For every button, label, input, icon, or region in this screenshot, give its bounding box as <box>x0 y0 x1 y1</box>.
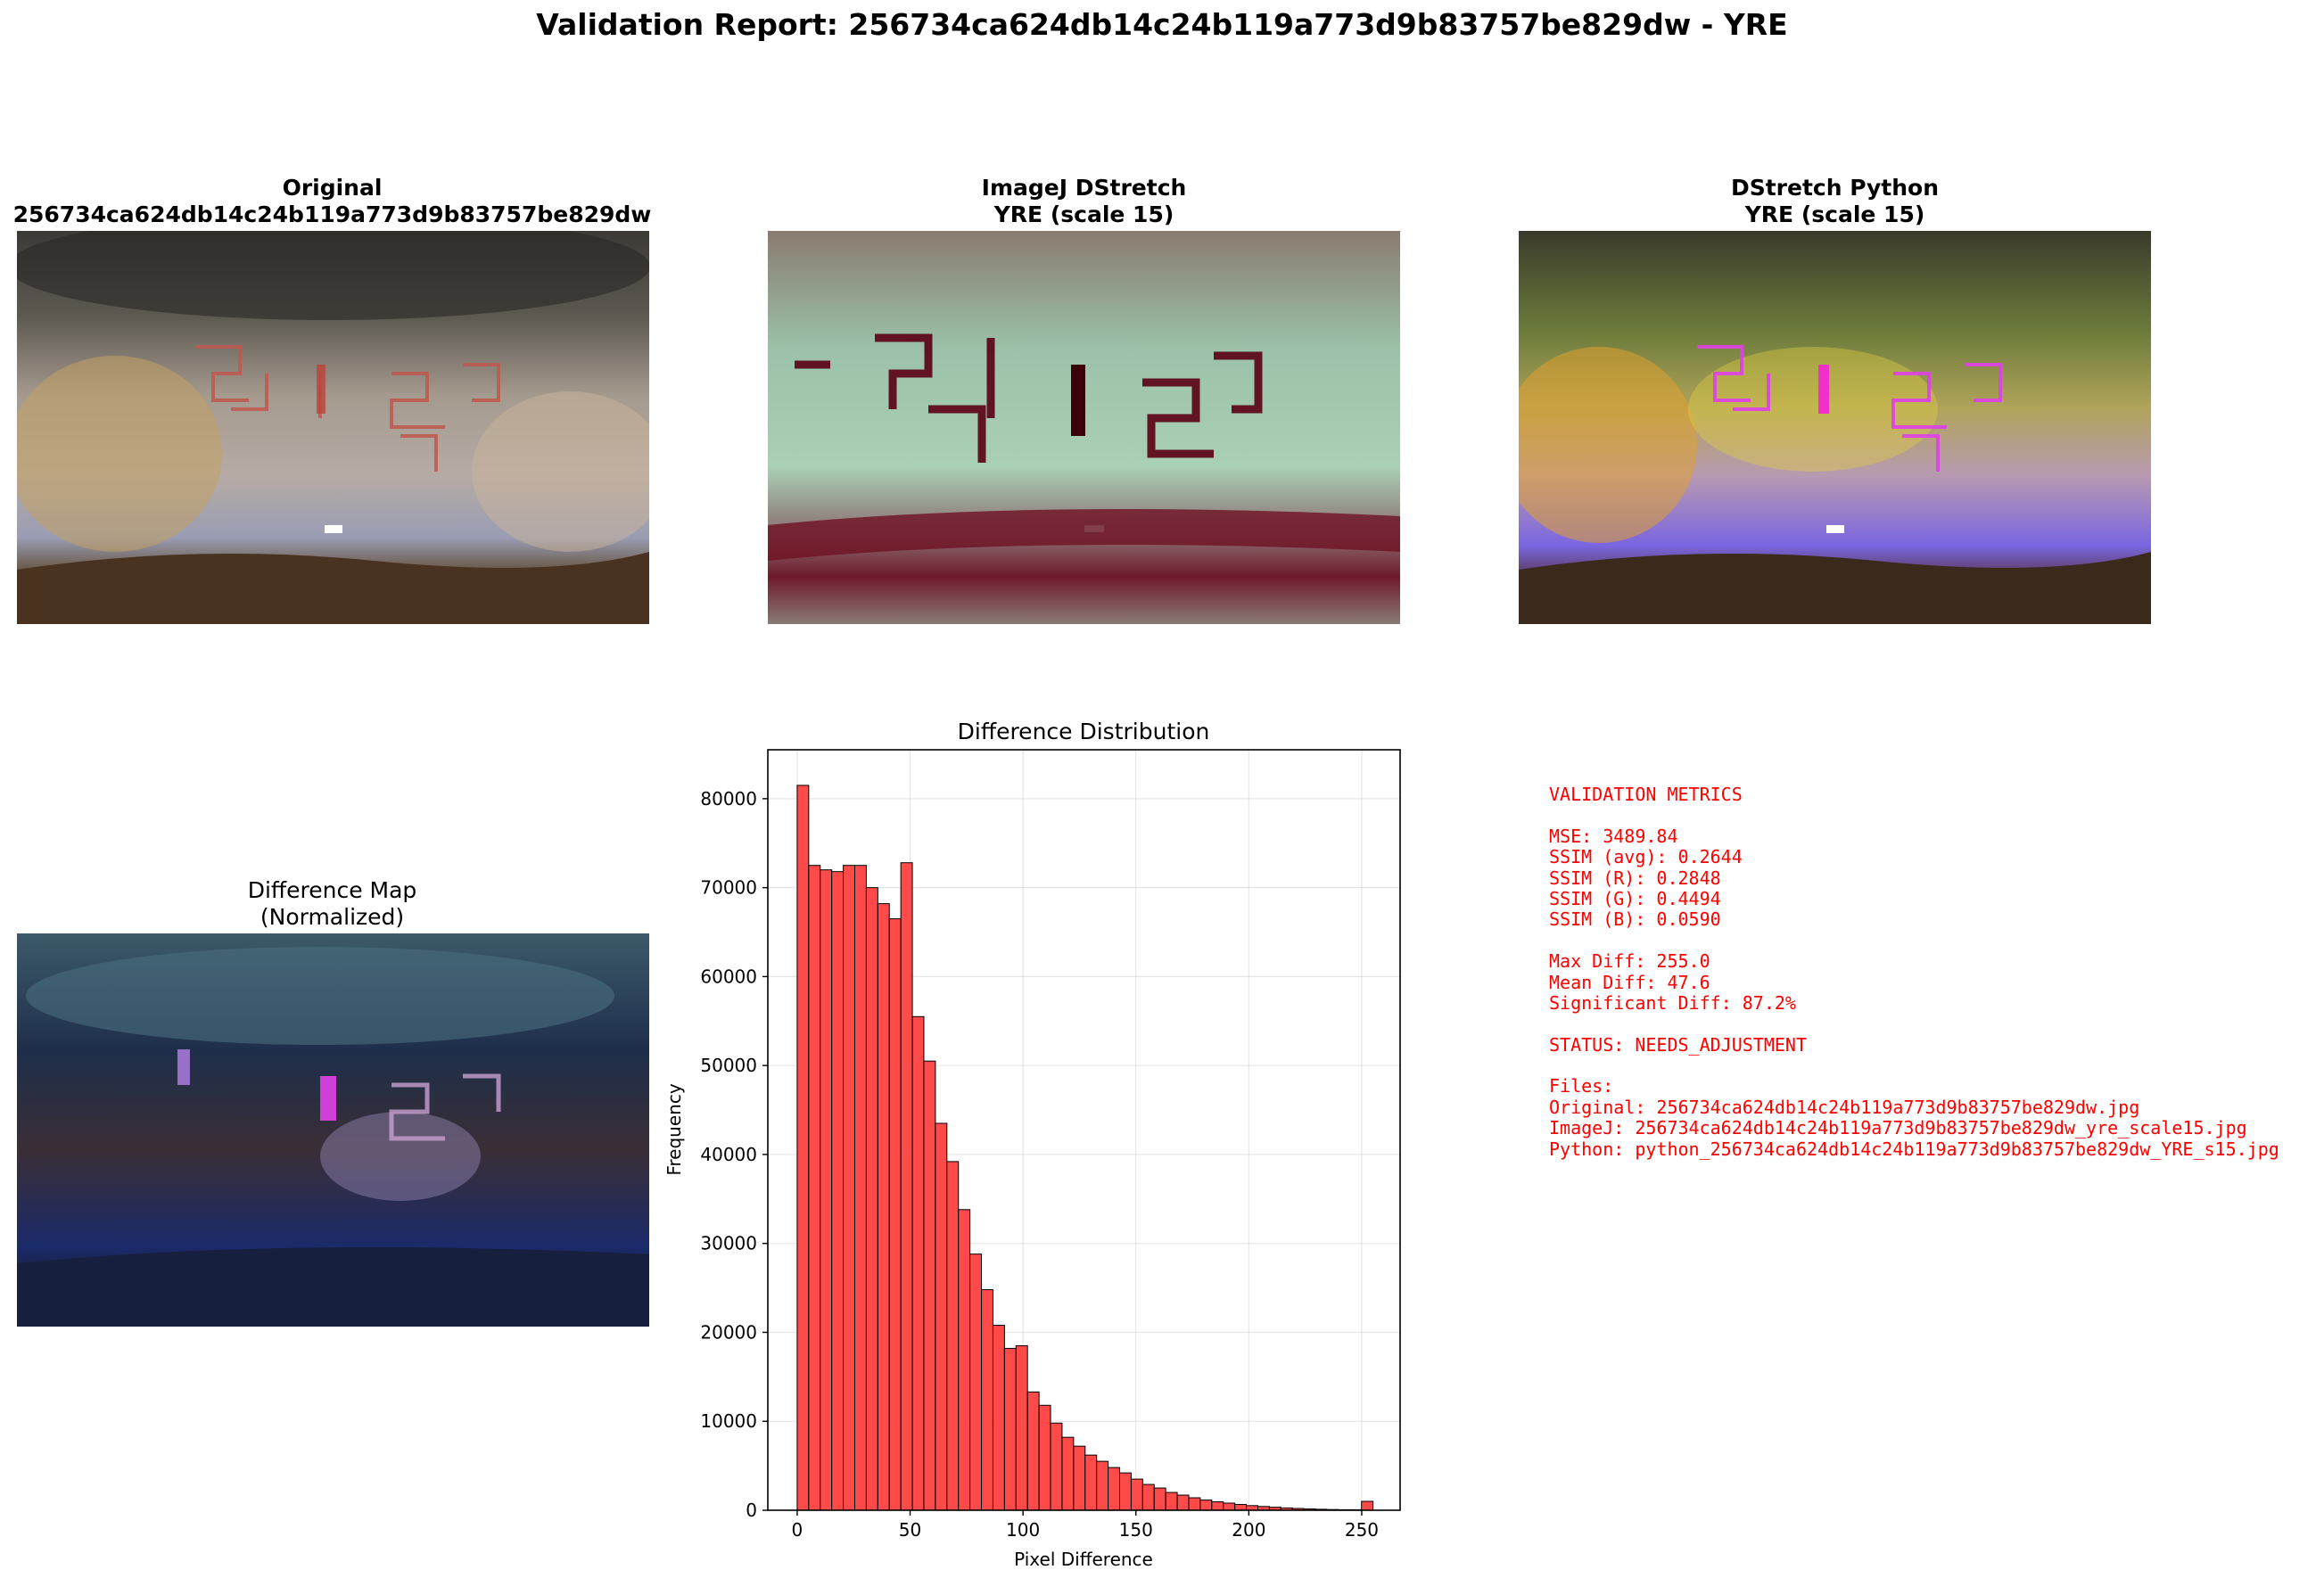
histogram-bar <box>1108 1467 1121 1511</box>
difference-histogram: Difference Distribution 0 50 100 150 200 250 … <box>663 719 1401 1570</box>
y-tick-label: 60000 <box>700 966 757 987</box>
metric-line: Significant Diff: 87.2% <box>1549 991 1796 1014</box>
histogram-bar <box>992 1324 1005 1511</box>
python-title-line1: DStretch Python <box>1730 175 1940 201</box>
histogram-bar <box>820 869 833 1511</box>
metric-line: SSIM (G): 0.4494 <box>1549 887 1721 909</box>
histogram-bar <box>1141 1483 1155 1511</box>
metric-line: Original: 256734ca624db14c24b119a773d9b8… <box>1549 1096 2140 1118</box>
y-tick-label: 20000 <box>700 1321 757 1343</box>
histogram-bar <box>1015 1344 1028 1511</box>
y-tick-label: 0 <box>746 1500 757 1521</box>
metric-line <box>1549 1056 2279 1076</box>
difference-map-image <box>17 933 649 1327</box>
original-title-line1: Original <box>282 175 383 201</box>
metric-line: ImageJ: 256734ca624db14c24b119a773d9b837… <box>1549 1117 2247 1139</box>
y-tick-label: 70000 <box>700 877 757 899</box>
histogram-bar <box>958 1209 971 1511</box>
histogram-bar <box>1199 1500 1213 1511</box>
histogram-bar <box>900 862 913 1511</box>
histogram-bar <box>935 1122 948 1511</box>
plot-frame <box>767 749 1401 1511</box>
histogram-bar <box>1038 1404 1051 1511</box>
histogram-bar <box>1165 1492 1178 1511</box>
metric-line: Python: python_256734ca624db14c24b119a77… <box>1549 1138 2279 1160</box>
imagej-panel-title: ImageJ DStretch YRE (scale 15) <box>752 175 1416 228</box>
y-tick-label: 50000 <box>700 1055 757 1076</box>
x-tick-label: 200 <box>1232 1519 1265 1541</box>
histogram-bar <box>1073 1445 1086 1511</box>
python-image <box>1519 231 2151 624</box>
metric-line <box>1549 1014 2279 1034</box>
histogram-bar <box>1061 1436 1075 1511</box>
histogram-bar <box>1096 1460 1109 1511</box>
histogram-bar <box>865 887 878 1511</box>
y-tick-label: 30000 <box>700 1233 757 1254</box>
histogram-bar <box>1234 1504 1248 1511</box>
x-tick-label: 100 <box>1006 1519 1040 1541</box>
histogram-bar <box>843 865 855 1511</box>
histogram-bar <box>1003 1347 1017 1511</box>
histogram-bar <box>796 785 810 1511</box>
histogram-bars <box>796 785 1374 1511</box>
x-axis-ticks: 0 50 100 150 200 250 <box>792 1510 1379 1541</box>
diffmap-panel-title: Difference Map (Normalized) <box>0 877 664 931</box>
imagej-image <box>768 231 1400 624</box>
histogram-bar <box>1223 1502 1236 1511</box>
histogram-title: Difference Distribution <box>958 719 1210 744</box>
y-tick-label: 40000 <box>700 1144 757 1165</box>
histogram-bar <box>853 865 867 1511</box>
metric-line: Max Diff: 255.0 <box>1549 950 1710 973</box>
histogram-bar <box>1050 1422 1063 1511</box>
imagej-title-line1: ImageJ DStretch <box>981 175 1187 201</box>
x-tick-label: 50 <box>899 1519 921 1541</box>
histogram-bar <box>888 918 902 1511</box>
histogram-bar <box>1084 1454 1098 1511</box>
imagej-title-line2: YRE (scale 15) <box>993 201 1174 227</box>
y-axis-label: Frequency <box>663 1083 685 1175</box>
metric-line: MSE: 3489.84 <box>1549 825 1678 847</box>
histogram-bar <box>1176 1494 1190 1511</box>
histogram-bar <box>946 1161 960 1511</box>
diffmap-title-line2: (Normalized) <box>260 904 405 930</box>
histogram-bar <box>808 865 821 1511</box>
x-tick-label: 250 <box>1345 1519 1379 1541</box>
histogram-bar <box>1361 1500 1374 1511</box>
metric-line <box>1549 805 2279 826</box>
y-axis-ticks: 0 10000 20000 30000 40000 50000 60000 70000 8000… <box>700 788 768 1521</box>
y-tick-label: 10000 <box>700 1410 757 1432</box>
histogram-bar <box>1188 1497 1201 1511</box>
histogram-bar <box>969 1253 983 1511</box>
histogram-bar <box>831 871 845 1511</box>
python-panel-title: DStretch Python YRE (scale 15) <box>1503 175 2167 228</box>
metric-line: SSIM (avg): 0.2644 <box>1549 846 1743 868</box>
original-image <box>17 231 649 624</box>
validation-metrics-panel: VALIDATION METRICS MSE: 3489.84 SSIM (avg)… <box>1549 784 2279 1160</box>
histogram-bar <box>911 1015 925 1511</box>
x-axis-label: Pixel Difference <box>1014 1549 1153 1570</box>
x-tick-label: 0 <box>792 1519 804 1541</box>
metric-line <box>1549 931 2279 951</box>
metric-line: VALIDATION METRICS <box>1549 784 1743 805</box>
metric-line: SSIM (B): 0.0590 <box>1549 908 1721 931</box>
original-title-line2: 256734ca624db14c24b119a773d9b83757be829d… <box>12 201 652 227</box>
histogram-bar <box>1119 1472 1132 1511</box>
y-tick-label: 80000 <box>700 788 757 810</box>
metric-line: Files: <box>1549 1075 1614 1097</box>
python-title-line2: YRE (scale 15) <box>1744 201 1925 227</box>
histogram-bar <box>981 1289 993 1511</box>
histogram-bar <box>1130 1478 1143 1511</box>
metric-line: SSIM (R): 0.2848 <box>1549 867 1721 889</box>
original-panel-title: Original 256734ca624db14c24b119a773d9b83… <box>0 175 664 228</box>
metric-line: STATUS: NEEDS_ADJUSTMENT <box>1549 1033 1807 1056</box>
histogram-bar <box>1026 1391 1040 1511</box>
x-tick-label: 150 <box>1119 1519 1153 1541</box>
report-title: Validation Report: 256734ca624db14c24b11… <box>536 7 1788 42</box>
histogram-bar <box>1211 1501 1224 1511</box>
histogram-bar <box>923 1060 936 1511</box>
metric-line: Mean Diff: 47.6 <box>1549 971 1710 993</box>
histogram-bar <box>1153 1487 1166 1511</box>
histogram-bar <box>877 903 890 1511</box>
diffmap-title-line1: Difference Map <box>247 877 417 903</box>
